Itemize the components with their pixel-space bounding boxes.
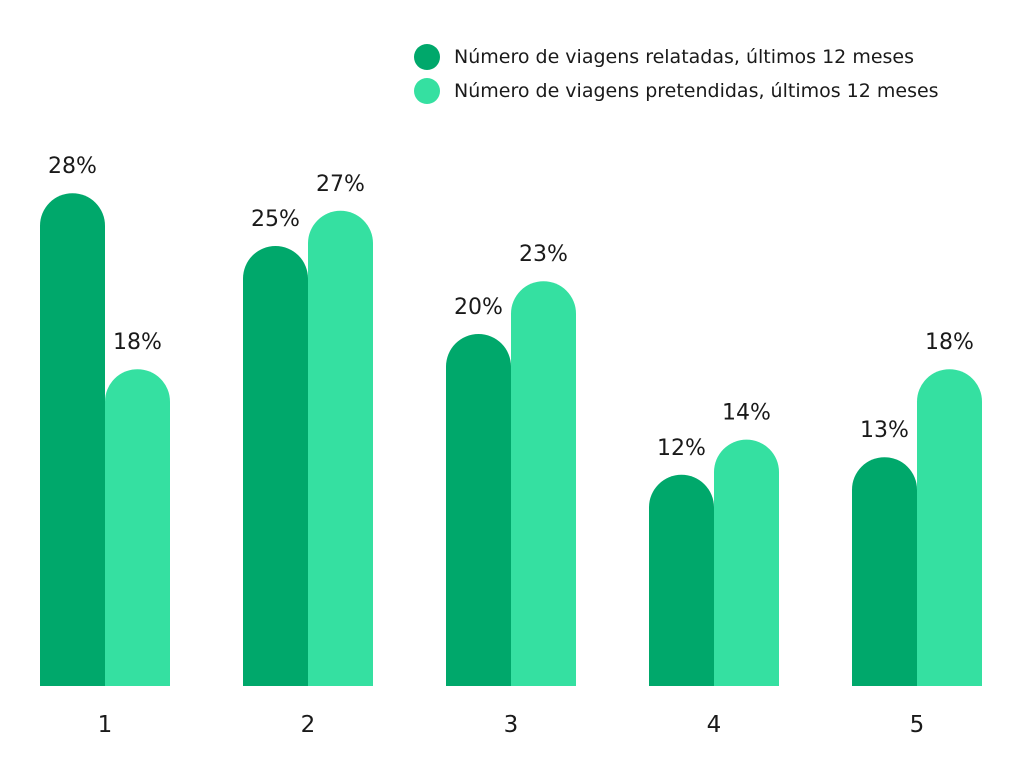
data-label-reported-1: 28% <box>48 154 97 179</box>
data-label-reported-2: 25% <box>251 207 300 232</box>
x-tick-label-2: 2 <box>301 712 316 738</box>
x-tick-label-5: 5 <box>910 712 925 738</box>
data-label-intended-4: 14% <box>722 401 771 426</box>
legend-swatch-reported <box>414 44 440 70</box>
legend-label-intended: Número de viagens pretendidas, últimos 1… <box>454 80 939 102</box>
data-label-intended-3: 23% <box>519 242 568 267</box>
x-tick-label-4: 4 <box>707 712 722 738</box>
bar-intended-3 <box>511 281 576 686</box>
legend-item-intended: Número de viagens pretendidas, últimos 1… <box>414 74 939 108</box>
bar-reported-1 <box>40 193 105 686</box>
legend-label-reported: Número de viagens relatadas, últimos 12 … <box>454 46 914 68</box>
x-tick-label-1: 1 <box>98 712 113 738</box>
legend-swatch-intended <box>414 78 440 104</box>
bar-intended-2 <box>308 210 373 687</box>
bar-intended-5 <box>917 369 982 686</box>
bar-reported-5 <box>852 457 917 686</box>
data-label-intended-5: 18% <box>925 330 974 355</box>
bar-reported-2 <box>243 246 308 687</box>
x-tick-label-3: 3 <box>504 712 519 738</box>
legend: Número de viagens relatadas, últimos 12 … <box>414 40 939 108</box>
data-label-intended-2: 27% <box>316 172 365 197</box>
data-label-intended-1: 18% <box>113 330 162 355</box>
bar-intended-1 <box>105 369 170 686</box>
bar-reported-3 <box>446 334 511 686</box>
data-label-reported-4: 12% <box>657 436 706 461</box>
data-label-reported-5: 13% <box>860 418 909 443</box>
bar-reported-4 <box>649 474 714 686</box>
legend-item-reported: Número de viagens relatadas, últimos 12 … <box>414 40 939 74</box>
bar-intended-4 <box>714 439 779 686</box>
data-label-reported-3: 20% <box>454 295 503 320</box>
